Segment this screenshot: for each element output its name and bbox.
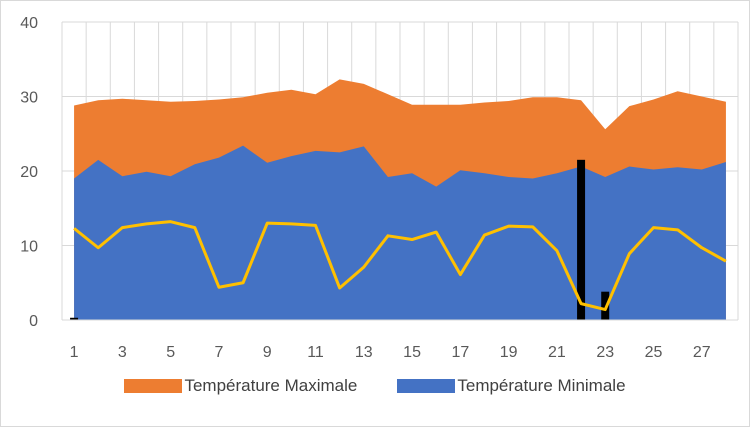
x-tick-label: 19 xyxy=(500,344,518,361)
area-series-1 xyxy=(74,145,726,320)
x-tick-label: 23 xyxy=(596,344,614,361)
y-tick-label: 40 xyxy=(20,15,38,32)
legend-label-max: Température Maximale xyxy=(184,376,358,395)
lines xyxy=(73,220,727,312)
legend: Température Maximale Température Minimal… xyxy=(0,376,750,396)
y-tick-label: 20 xyxy=(20,164,38,181)
legend-label-min: Température Minimale xyxy=(457,376,626,395)
bar-point xyxy=(577,159,586,320)
x-tick-label: 21 xyxy=(548,344,566,361)
legend-swatch-min xyxy=(397,379,456,393)
areas xyxy=(74,79,726,321)
y-tick-label: 0 xyxy=(29,313,38,330)
x-tick-label: 7 xyxy=(214,344,223,361)
x-tick-label: 5 xyxy=(166,344,175,361)
x-tick-label: 11 xyxy=(307,344,324,361)
x-tick-label: 1 xyxy=(70,344,79,361)
bar-point xyxy=(70,317,79,320)
y-tick-label: 10 xyxy=(20,239,38,256)
x-tick-label: 25 xyxy=(645,344,663,361)
y-tick-label: 30 xyxy=(20,90,38,107)
x-tick-label: 9 xyxy=(263,344,272,361)
x-tick-label: 15 xyxy=(403,344,421,361)
legend-swatch-max xyxy=(124,379,183,393)
legend-item-min: Température Minimale xyxy=(397,376,626,396)
line-series-2 xyxy=(73,220,727,312)
x-tick-label: 27 xyxy=(693,344,711,361)
x-tick-label: 3 xyxy=(118,344,127,361)
legend-item-max: Température Maximale xyxy=(124,376,357,396)
x-tick-label: 13 xyxy=(355,344,373,361)
x-tick-label: 17 xyxy=(451,344,469,361)
